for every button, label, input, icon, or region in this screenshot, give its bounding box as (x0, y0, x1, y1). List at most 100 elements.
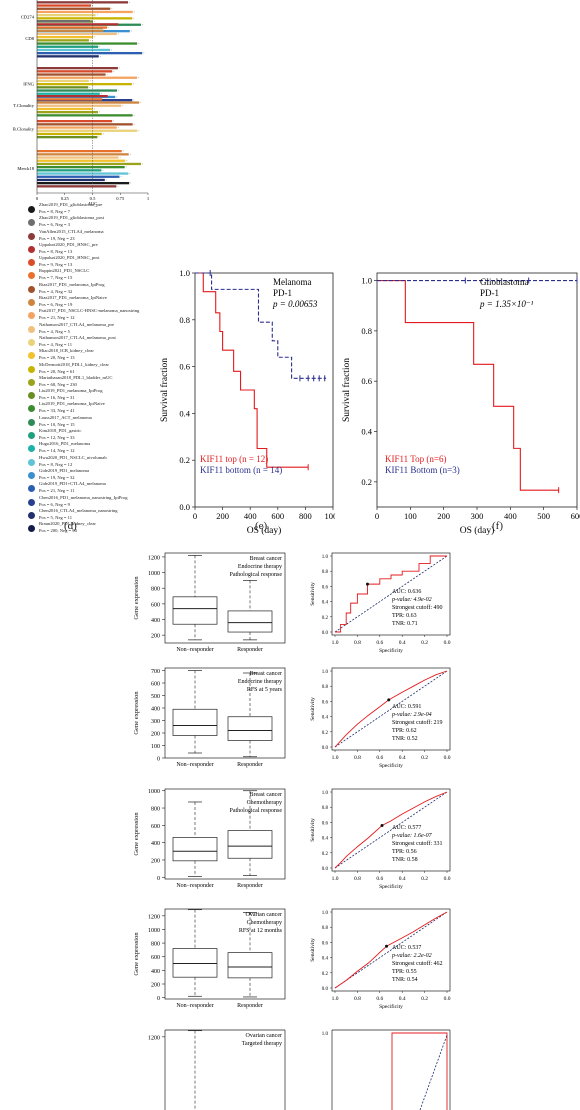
legend-count: Pos = 21, Neg = 12 (39, 315, 75, 321)
y-tick-label: 500 (151, 694, 160, 700)
legend-color-dot (28, 365, 35, 373)
y-axis-title: Gene expression (133, 691, 140, 735)
auc-bar (37, 55, 99, 58)
panel-label-f: (f) (492, 520, 503, 532)
auc-bar-label: * (113, 120, 115, 123)
y-tick-label: 0 (157, 876, 160, 882)
auc-bar-label: * (99, 46, 101, 49)
legend-label: Hugo2016_PD1_melanoma (39, 441, 91, 447)
auc-bar (37, 101, 140, 104)
legend-count: Pos = 7, Neg = 15 (39, 275, 73, 281)
legend-item: Hugo2016_PD1_melanoma Pos = 14, Neg = 12 (24, 441, 199, 455)
auc-bar (37, 159, 126, 162)
x-tick-label: 0.0 (444, 640, 451, 646)
x-category-label: Responder (237, 762, 263, 768)
legend-count: Pos = 200, Neg = 94 (39, 528, 77, 534)
auc-bar (37, 32, 117, 36)
auc-bar (37, 42, 138, 45)
box-annotation: Endocrine therapy (238, 679, 282, 685)
roc-frame (331, 552, 451, 636)
auc-bar-label: * (134, 11, 136, 14)
legend-label: Uppaluri2020_PD1_HNSC_post (39, 255, 100, 261)
legend-item: Zhao2019_PD1_glioblastoma_post Pos = 6, N… (24, 215, 199, 229)
y-tick-label: 800 (151, 807, 160, 813)
legend-label: Prat2017_PD1_NSCLC-HNSC-melanoma_nanostr… (39, 308, 140, 314)
auc-bar-label: * (119, 23, 121, 26)
x-tick-label: 0.5 (90, 196, 96, 201)
legend-label: Hwu2020_PD1_NSCLC_nivolumab (39, 454, 107, 460)
box-annotation: Ovarian cancer (246, 912, 282, 918)
x-tick-label: 0.4 (399, 996, 406, 1002)
auc-bar-label: * (106, 179, 108, 182)
legend-count: Pos = 19, Neg = 32 (39, 474, 75, 480)
auc-bar (37, 111, 98, 114)
x-tick-label: 0.4 (399, 755, 406, 761)
auc-bar (37, 14, 96, 17)
x-tick-label: 0.25 (61, 196, 70, 201)
legend-item: Ruppin2021_PD1_NSCLC Pos = 7, Neg = 15 (24, 268, 199, 282)
auc-bar-label: * (90, 39, 92, 42)
legend-label: Ruppin2021_PD1_NSCLC (39, 268, 90, 274)
y-tick-label: 1200 (148, 914, 160, 920)
legend-item: Gide2019_PD1+CTLA4_melanoma Pos = 21, Neg… (24, 481, 199, 495)
x-tick-label: 1 (147, 196, 150, 201)
legend-label: Zhao2019_PD1_glioblastoma_pre (39, 202, 103, 207)
x-category-label: Non−responder (176, 1003, 213, 1009)
auc-bar (37, 48, 110, 52)
y-tick-label: 600 (151, 602, 160, 608)
y-tick-label: 200 (151, 732, 160, 738)
legend-count: Pos = 6, Neg = 9 (39, 501, 70, 507)
roc-curve (334, 791, 448, 869)
box-frame (164, 667, 286, 759)
legend-color-dot (28, 338, 35, 346)
legend-label: Kim2018_PD1_gastric (39, 428, 82, 434)
auc-bar-label: * (130, 182, 132, 185)
legend-item: McDermott2018_PDL1_kidney_clear Pos = 20,… (24, 362, 199, 376)
legend-count: Pos = 33, Neg = 41 (39, 408, 75, 414)
y-tick-label: 0.6 (361, 376, 372, 386)
box-annotation: RFS at 5 years (247, 687, 283, 693)
auc-bar-label: * (99, 111, 101, 114)
auc-bar-label: * (123, 150, 125, 153)
auc-bar (37, 185, 117, 188)
auc-bar-label: * (90, 80, 92, 83)
y-tick-label: 400 (151, 707, 160, 713)
y-axis-title: Survival fraction (341, 358, 352, 422)
y-category-label: Merck18 (17, 166, 34, 171)
y-tick-label: 1.0 (322, 555, 329, 560)
cutoff-point (380, 823, 384, 827)
auc-bar (37, 98, 103, 101)
y-tick-label: 600 (151, 682, 160, 688)
roc-stat: TPR: 0.62 (392, 728, 417, 734)
x-axis-title: Specificity (379, 883, 403, 890)
roc-stat: AUC: 0.537 (392, 945, 421, 951)
x-tick-label: 600 (571, 511, 580, 521)
box-iqr (227, 952, 273, 979)
auc-bar (37, 7, 111, 10)
box-annotation: Targeted therapy (242, 1041, 282, 1047)
legend-item: Gide2019_PD1_melanoma Pos = 19, Neg = 32 (24, 468, 199, 482)
x-category-label: Non−responder (176, 762, 213, 768)
y-tick-label: 200 (151, 634, 160, 640)
auc-bar-label: * (109, 95, 111, 98)
box-iqr (227, 830, 273, 859)
auc-bar-label: * (118, 33, 120, 36)
legend-count: Pos = 12, Neg = 33 (39, 435, 75, 441)
auc-bar-label: * (103, 98, 105, 101)
auc-bar-label: * (133, 17, 135, 20)
roc-stat: Strongest cutoff: 462 (392, 960, 443, 967)
auc-bar (37, 52, 143, 55)
x-tick-label: 0.2 (421, 996, 428, 1002)
auc-bar-label: * (111, 8, 113, 11)
x-axis-title: Specificity (379, 647, 403, 654)
auc-bar-label: * (138, 130, 140, 133)
legend-count: Pos = 6, Neg = 19 (39, 302, 73, 308)
x-tick-label: 1.0 (332, 755, 339, 761)
legend-color-dot (28, 471, 35, 479)
y-tick-label: 400 (151, 618, 160, 624)
legend-color-dot (28, 299, 35, 307)
y-tick-label: 0.2 (322, 852, 329, 857)
y-tick-label: 600 (151, 955, 160, 961)
legend-item: Hwu2020_PD1_NSCLC_nivolumab Pos = 8, Neg … (24, 454, 199, 469)
auc-bar-label: * (104, 30, 106, 33)
